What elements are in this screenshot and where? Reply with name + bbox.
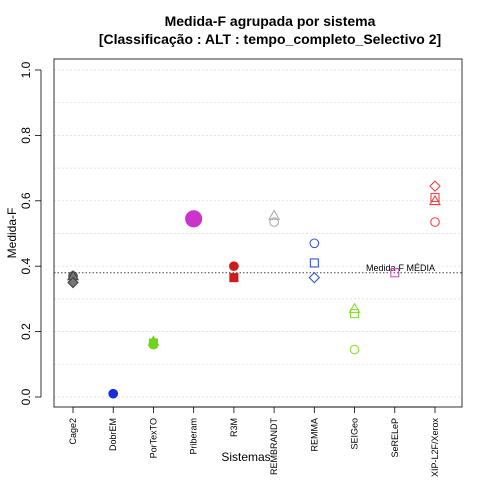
data-point-circle — [309, 238, 320, 249]
x-axis-label: Sistemas — [221, 450, 270, 464]
x-tick-label: PorTexTO — [148, 418, 158, 458]
data-point-circle — [185, 210, 203, 228]
y-tick-label: 0.6 — [19, 192, 33, 209]
reference-line-group: Medida-F MÉDIA — [54, 263, 462, 273]
data-points — [67, 180, 441, 399]
data-point-triangle — [429, 194, 441, 206]
data-point-circle — [148, 339, 159, 350]
grid — [54, 69, 462, 398]
data-point-circle — [349, 344, 360, 355]
y-tick-label: 0.8 — [19, 127, 33, 144]
data-point-circle — [108, 388, 119, 399]
data-point-diamond — [308, 271, 321, 284]
x-tick-label: R3M — [229, 418, 239, 437]
x-tick-label: XIP-L2F/Xerox — [430, 418, 440, 478]
data-point-square — [390, 268, 400, 278]
reference-line-label: Medida-F MÉDIA — [366, 263, 435, 273]
x-axis: Cage2 DobrEM PorTexTO Priberam R3M REMBRANDT R… — [68, 406, 440, 478]
data-point-square — [309, 258, 319, 268]
chart-title-line2: [Classificação : ALT : tempo_completo_Se… — [99, 31, 441, 47]
data-point-square — [229, 273, 239, 283]
y-tick-label: 0.0 — [19, 388, 33, 405]
data-point-diamond — [67, 276, 79, 289]
x-tick-label: SEIGeo — [350, 418, 360, 450]
y-tick-label: 1.0 — [19, 61, 33, 78]
data-point-circle — [430, 217, 440, 227]
x-tick-label: Cage2 — [68, 418, 78, 445]
data-point-square — [350, 309, 360, 319]
x-tick-label: REMBRANDT — [269, 418, 279, 476]
data-point-diamond — [429, 180, 441, 192]
data-point-square — [430, 192, 440, 203]
y-axis: 0.0 0.2 0.4 0.6 0.8 1.0 — [19, 61, 42, 405]
x-tick-label: DobrEM — [108, 418, 118, 451]
x-tick-label: SeRELeP — [390, 418, 400, 458]
y-tick-label: 0.2 — [19, 323, 33, 340]
x-tick-label: REMMA — [309, 418, 319, 452]
data-point-triangle — [268, 209, 281, 220]
y-tick-label: 0.4 — [19, 258, 33, 275]
x-tick-label: Priberam — [189, 418, 199, 455]
data-point-triangle — [348, 302, 361, 314]
data-point-circle — [229, 261, 239, 272]
y-axis-label: Medida-F — [5, 208, 19, 259]
chart-title-line1: Medida-F agrupada por sistema — [165, 13, 376, 29]
data-point-circle — [269, 217, 279, 227]
